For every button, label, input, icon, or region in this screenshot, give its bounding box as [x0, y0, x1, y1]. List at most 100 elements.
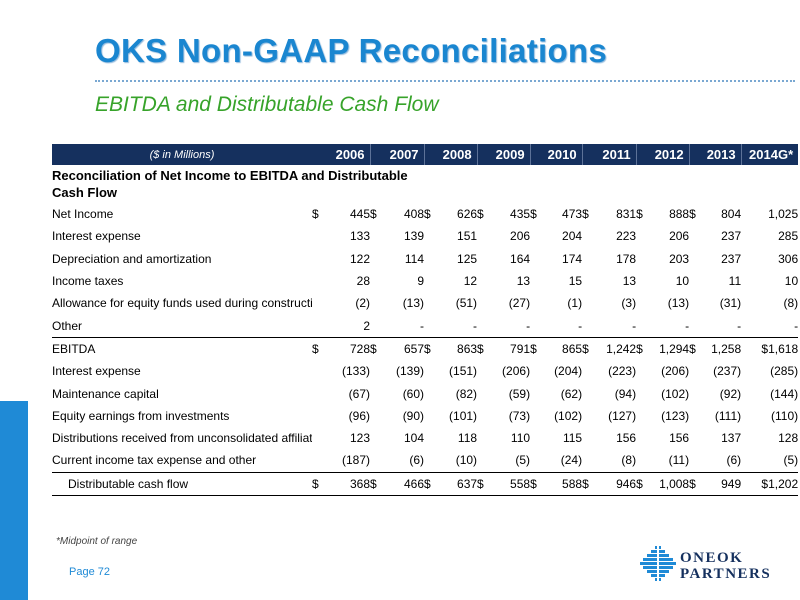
currency-cell	[636, 270, 646, 292]
value-cell: (94)	[614, 386, 637, 401]
value-cell: 408	[404, 207, 425, 222]
value-cell: 1,242	[592, 336, 637, 361]
currency-cell: $	[424, 471, 435, 496]
table-row: Interest expense 133 139 151 206 204 223 206 237…	[52, 225, 798, 247]
value-cell: 1,025	[768, 207, 799, 222]
value-cell: (6)	[726, 453, 742, 468]
value-cell: (59)	[508, 386, 531, 401]
currency-cell	[636, 449, 646, 472]
currency-cell	[312, 225, 322, 247]
left-accent-bar	[0, 401, 28, 600]
value-cell: (206)	[502, 364, 531, 379]
value-cell: 204	[562, 229, 583, 244]
table-row: Allowance for equity funds used during c…	[52, 292, 798, 314]
table-row: Equity earnings from investments (96) (90)…	[52, 405, 798, 427]
value-cell: (101)	[449, 408, 478, 423]
currency-cell	[689, 292, 699, 314]
currency-cell: $	[312, 336, 322, 361]
value-cell: 156	[616, 431, 637, 446]
value-cell: -	[473, 318, 478, 333]
value-cell: -	[526, 318, 531, 333]
currency-cell	[370, 292, 380, 314]
currency-cell	[312, 427, 322, 449]
value-cell: 949	[699, 471, 742, 496]
value-cell: (6)	[409, 453, 425, 468]
value-cell: (8)	[783, 296, 799, 311]
value-cell: 151	[457, 229, 478, 244]
currency-cell	[477, 292, 487, 314]
value-cell: (5)	[515, 453, 531, 468]
value-cell: 368	[322, 471, 371, 496]
value-cell: 558	[487, 471, 531, 496]
value-cell: 139	[404, 229, 425, 244]
value-cell: (3)	[621, 296, 637, 311]
value-cell: (133)	[342, 364, 371, 379]
value-cell: 206	[510, 229, 531, 244]
table-row: Other 2 - - - - - - - -	[52, 314, 798, 337]
currency-cell: $	[477, 207, 484, 222]
value-cell: 831	[616, 207, 637, 222]
value-cell: (237)	[713, 364, 742, 379]
row-label: Other	[52, 318, 83, 333]
currency-cell: $	[312, 471, 322, 496]
value-cell: 2	[363, 318, 371, 333]
value-cell: 1,008	[646, 471, 690, 496]
currency-cell	[370, 270, 380, 292]
currency-cell: $	[370, 336, 381, 361]
row-label: Depreciation and amortization	[52, 251, 212, 266]
table-row: Net Income $445 $408 $626 $435 $473 $831 $888 $8…	[52, 203, 798, 225]
value-cell: 946	[592, 471, 637, 496]
currency-cell	[636, 292, 646, 314]
value-cell: 115	[562, 431, 583, 446]
value-cell: (285)	[770, 364, 799, 379]
logo-line2: PARTNERS	[680, 566, 772, 582]
currency-cell	[530, 405, 540, 427]
currency-cell	[370, 225, 380, 247]
unit-label: ($ in Millions)	[52, 144, 312, 165]
year-header: 2007	[369, 144, 425, 165]
row-label: Distributions received from unconsolidat…	[52, 431, 312, 446]
value-cell: 473	[562, 207, 583, 222]
table-row: Maintenance capital (67) (60) (82) (59) (62) (…	[52, 382, 798, 404]
row-label: EBITDA	[52, 341, 96, 356]
value-cell: 237	[721, 229, 742, 244]
value-cell: (144)	[770, 386, 799, 401]
value-cell: (127)	[608, 408, 637, 423]
value-cell: 118	[457, 431, 478, 446]
value-cell: 804	[721, 207, 742, 222]
currency-cell	[424, 427, 434, 449]
value-cell: (67)	[348, 386, 371, 401]
currency-cell	[530, 427, 540, 449]
value-cell: 114	[404, 251, 425, 266]
currency-cell: $	[530, 336, 541, 361]
currency-cell	[477, 225, 487, 247]
currency-cell	[312, 382, 322, 404]
value-cell: (102)	[661, 386, 690, 401]
currency-cell	[689, 270, 699, 292]
value-cell: 174	[562, 251, 583, 266]
value-cell: (11)	[668, 453, 690, 468]
value-cell: 10	[675, 274, 690, 289]
value-cell: 128	[778, 431, 799, 446]
table-row: Income taxes 28 9 12 13 15 13 10 11 10	[52, 270, 798, 292]
currency-cell	[582, 427, 592, 449]
currency-cell: $	[477, 336, 488, 361]
currency-cell	[312, 405, 322, 427]
currency-cell	[424, 405, 434, 427]
currency-cell: $	[424, 336, 435, 361]
currency-cell	[370, 427, 380, 449]
value-cell: 435	[510, 207, 531, 222]
value-cell: (31)	[719, 296, 742, 311]
currency-cell: $	[582, 207, 589, 222]
value-cell: (102)	[554, 408, 583, 423]
currency-cell	[689, 405, 699, 427]
value-cell: (92)	[719, 386, 742, 401]
footnote: *Midpoint of range	[56, 536, 138, 547]
currency-cell	[312, 248, 322, 270]
value-cell: 178	[616, 251, 637, 266]
year-header: 2008	[423, 144, 478, 165]
value-cell: 206	[669, 229, 690, 244]
value-cell: -	[685, 318, 690, 333]
logo-line1: ONEOK	[680, 550, 744, 566]
value-cell: (8)	[621, 453, 637, 468]
